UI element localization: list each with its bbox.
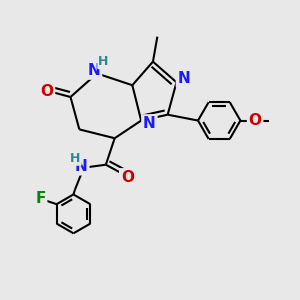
Text: H: H xyxy=(70,152,81,165)
Text: O: O xyxy=(249,113,262,128)
Text: N: N xyxy=(88,63,100,78)
Text: O: O xyxy=(40,84,53,99)
Text: N: N xyxy=(75,159,88,174)
Text: O: O xyxy=(121,170,134,185)
Text: N: N xyxy=(178,71,190,86)
Text: H: H xyxy=(98,55,109,68)
Text: N: N xyxy=(143,116,156,131)
Text: F: F xyxy=(35,191,46,206)
